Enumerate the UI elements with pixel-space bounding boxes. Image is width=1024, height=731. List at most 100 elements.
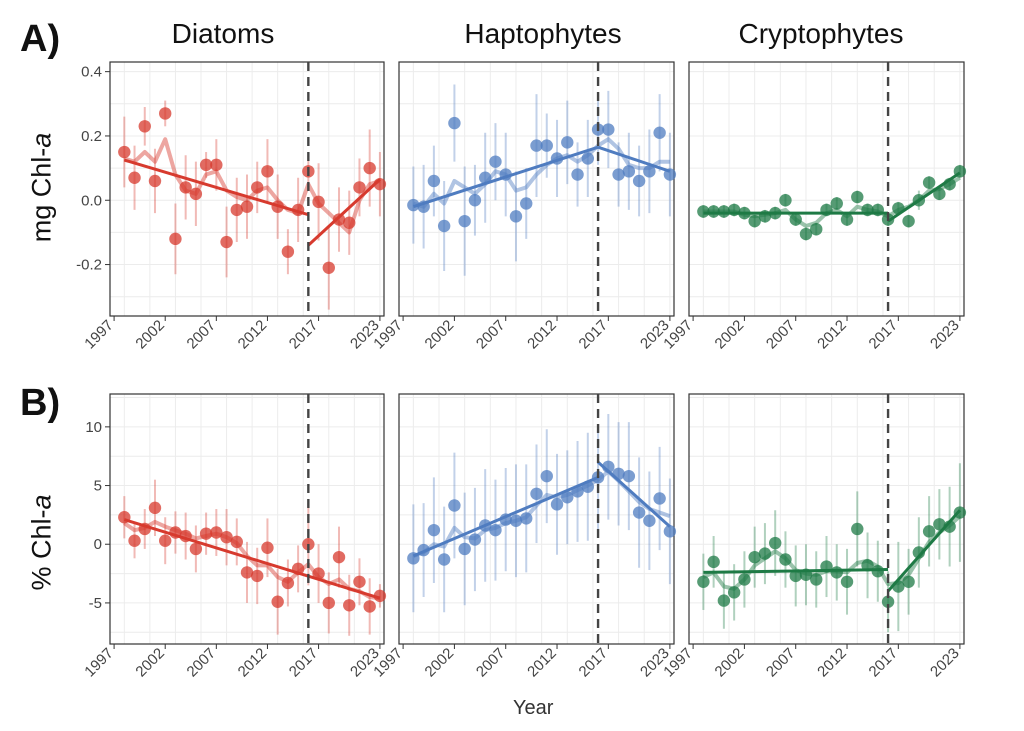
data-point <box>363 600 376 613</box>
trend-line <box>123 158 309 217</box>
data-point <box>653 126 666 139</box>
data-point <box>933 518 946 531</box>
data-point <box>509 514 523 527</box>
x-tick-label: 2017 <box>866 645 902 681</box>
data-point <box>622 469 636 483</box>
trend-line <box>703 567 889 574</box>
y-axis-label-top: mg Chl-a <box>26 132 57 243</box>
trend-line <box>412 145 599 209</box>
data-point <box>148 174 162 188</box>
data-point <box>810 222 823 236</box>
data-point <box>159 107 172 120</box>
data-point <box>128 171 141 184</box>
facet-frame <box>688 61 965 317</box>
data-point <box>830 197 843 210</box>
data-point <box>322 596 335 610</box>
data-point <box>581 152 595 165</box>
x-tick-label: 1997 <box>81 645 117 681</box>
data-point <box>343 216 356 229</box>
data-point <box>332 213 346 226</box>
data-point <box>653 492 666 505</box>
x-tick-label: 2017 <box>576 317 612 353</box>
facet-title-cryptophytes: Cryptophytes <box>738 18 904 49</box>
data-point <box>281 245 295 258</box>
data-point <box>343 599 356 612</box>
data-point <box>612 168 625 181</box>
data-point <box>789 569 802 583</box>
x-tick-label: 2002 <box>422 317 458 353</box>
data-point <box>748 214 761 228</box>
x-tick-label: 2007 <box>473 645 509 681</box>
data-point <box>210 526 223 539</box>
trend-line <box>886 509 962 593</box>
data-point <box>840 575 854 588</box>
x-tick-label: 2007 <box>763 645 799 681</box>
data-point <box>138 120 151 133</box>
data-point <box>851 522 864 536</box>
data-point <box>118 145 131 159</box>
data-point <box>810 573 823 586</box>
y-axis-label-bottom: % Chl-a <box>26 494 57 591</box>
facet-frame <box>398 61 675 317</box>
data-point <box>261 165 274 178</box>
data-point <box>448 116 461 130</box>
data-point <box>332 550 346 564</box>
x-axis-label: Year <box>513 697 554 719</box>
x-tick-label: 2012 <box>814 645 850 681</box>
facet-diatoms-a: 1997 2002 2007 2012 2017 2023-0.20.00.20.4 <box>76 61 387 353</box>
trend-line <box>887 171 961 223</box>
data-point <box>312 567 325 580</box>
data-point <box>799 227 813 241</box>
data-point <box>530 139 543 152</box>
x-tick-label: 2012 <box>235 317 271 353</box>
data-point <box>748 550 761 564</box>
data-point <box>933 187 946 201</box>
y-tick-label: 5 <box>94 478 102 495</box>
x-tick-label: 2012 <box>524 317 560 353</box>
x-tick-label: 2007 <box>763 317 799 353</box>
x-tick-label: 2002 <box>132 645 168 681</box>
data-point <box>271 595 284 608</box>
data-point <box>322 261 335 274</box>
data-point <box>407 198 420 212</box>
x-tick-label: 2017 <box>866 317 902 353</box>
facet-frame <box>398 393 675 645</box>
data-point <box>489 523 502 537</box>
panel-label-b: B) <box>20 382 61 424</box>
data-point <box>643 165 656 178</box>
data-point <box>437 553 451 566</box>
data-point <box>128 534 141 547</box>
y-tick-label: 0 <box>94 536 102 553</box>
facet-frame <box>109 61 385 317</box>
y-tick-label: 10 <box>85 419 102 436</box>
data-point <box>179 181 192 194</box>
data-point <box>363 161 376 175</box>
data-point <box>540 139 553 152</box>
data-point <box>189 542 203 556</box>
data-point <box>509 210 523 223</box>
data-point <box>240 200 254 213</box>
data-point <box>602 123 615 136</box>
data-point <box>230 535 243 549</box>
data-point <box>489 155 502 168</box>
facet-haptophytes-a: 1997 2002 2007 2012 2017 2023 <box>370 61 677 353</box>
smoothed-line <box>123 519 381 601</box>
data-point <box>261 541 274 554</box>
y-tick-label: 0.0 <box>81 192 102 209</box>
data-point <box>912 546 926 559</box>
smoothed-line <box>412 137 670 209</box>
facet-frame <box>109 393 385 645</box>
data-point <box>312 195 325 209</box>
data-point <box>437 219 451 233</box>
trend-line <box>597 460 671 528</box>
x-tick-label: 2002 <box>132 317 168 353</box>
data-point <box>448 499 461 512</box>
data-point <box>738 573 751 586</box>
x-tick-label: 1997 <box>81 317 117 353</box>
data-point <box>697 575 710 588</box>
data-point <box>189 187 203 201</box>
panel-label-a: A) <box>20 18 61 60</box>
data-point <box>468 533 482 546</box>
data-point <box>727 586 741 599</box>
